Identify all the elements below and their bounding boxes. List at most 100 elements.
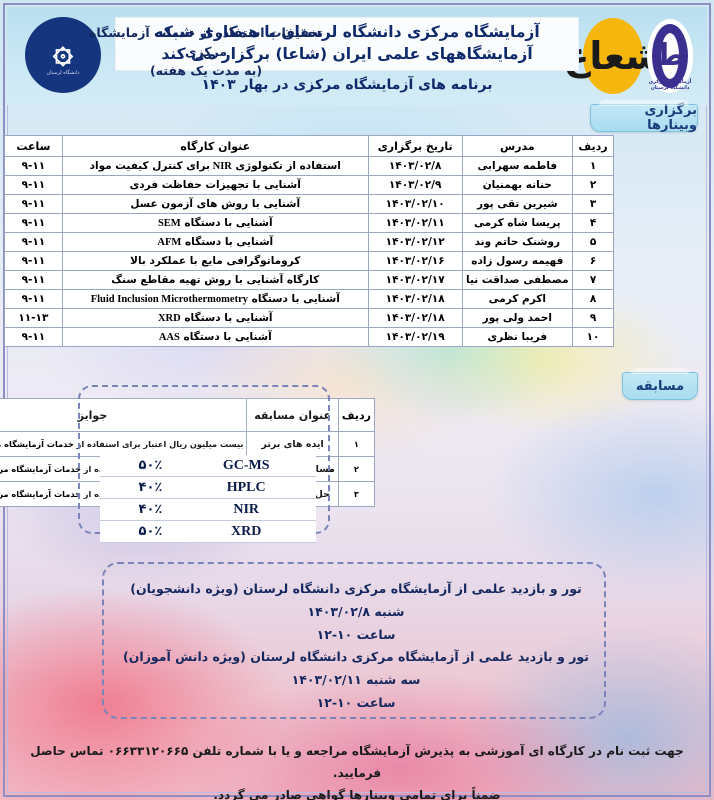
cell-date: ۱۴۰۳/۰۲/۱۸ [367, 308, 463, 328]
cell-discount-percent: ۵۰٪ [100, 520, 177, 543]
cell-workshop-title: آشنایی با دستگاه Fluid Inclusion Microth… [61, 289, 369, 309]
cell-row-number: ۱ [572, 156, 614, 176]
cell-time: ۹-۱۱ [4, 194, 63, 214]
col-contest-title: عنوان مسابقه [246, 398, 339, 432]
cell-date: ۱۴۰۳/۰۲/۱۷ [367, 270, 463, 290]
cell-discount-percent: ۴۰٪ [100, 498, 177, 521]
cell-date: ۱۴۰۳/۰۲/۱۲ [367, 232, 463, 252]
table-row: ۱ ایده های برتر بیست میلیون ریال اعتبار بر… [0, 431, 376, 457]
cell-instructor: شیرین تقی پور [461, 194, 574, 214]
tour-line: ساعت ۱۰-۱۲ [316, 694, 396, 710]
cell-workshop-title: آشنایی با دستگاه XRD [61, 308, 369, 328]
cell-time: ۹-۱۱ [4, 175, 63, 195]
cell-workshop-title: آشنایی با دستگاه SEM [61, 213, 369, 233]
table-row: ۳ شیرین تقی پور ۱۴۰۳/۰۲/۱۰ آشنایی با روش ها… [4, 194, 614, 214]
cell-instructor: احمد ولی پور [461, 308, 574, 328]
cell-row-number: ۶ [572, 251, 614, 271]
cell-device-name: XRD [176, 520, 316, 543]
cell-time: ۹-۱۱ [4, 327, 63, 347]
discounts-title-line-1: تخفیفات استفاده از خدمات آزمایشگاه مرکزی [89, 25, 323, 59]
cell-row-number: ۵ [572, 232, 614, 252]
discount-row: NIR ۴۰٪ [100, 498, 316, 521]
title-line-2: آزمایشگاههای علمی ایران (شاعا) برگزار می… [161, 45, 533, 64]
discounts-title-line-2: (به مدت یک هفته) [149, 62, 263, 78]
discount-row: HPLC ۴۰٪ [100, 476, 316, 499]
cell-row-number: ۸ [572, 289, 614, 309]
footer-line-1: جهت ثبت نام در کارگاه ای آموزشی به پذیرش… [30, 744, 684, 781]
cell-prize: بیست میلیون ریال اعتبار برای استفاده از … [0, 431, 248, 457]
cell-row-number: ۱ [337, 431, 376, 457]
university-emblem-glyph: ۞ [53, 31, 73, 71]
footer-line-2: ضمناً برای تمامی وبینارها گواهی صادر می … [213, 788, 501, 800]
tour-line: ساعت ۱۰-۱۲ [316, 626, 396, 642]
cell-instructor: فاطمه سهرابی [461, 156, 574, 176]
cell-time: ۹-۱۱ [4, 289, 63, 309]
cell-row-number: ۲ [337, 456, 376, 482]
page-title: آزمایشگاه مرکزی دانشگاه لرستان با همکاری… [115, 17, 579, 71]
cell-row-number: ۷ [572, 270, 614, 290]
page-subtitle: برنامه های آزمایشگاه مرکزی در بهار ۱۴۰۳ [201, 76, 493, 93]
discount-row: XRD ۵۰٪ [100, 520, 316, 543]
cell-time: ۱۱-۱۳ [4, 308, 63, 328]
cell-instructor: حنانه بهمنیان [461, 175, 574, 195]
cell-time: ۹-۱۱ [4, 213, 63, 233]
cell-workshop-title: استفاده از تکنولوژی NIR برای کنترل کیفیت… [61, 156, 369, 176]
col-workshop-title: عنوان کارگاه [61, 135, 369, 157]
lorestan-university-logo-icon: ۞ دانشگاه لرستان [25, 17, 101, 93]
cell-date: ۱۴۰۳/۰۲/۱۰ [367, 194, 463, 214]
table-row: ۸ اکرم کرمی ۱۴۰۳/۰۲/۱۸ آشنایی با دستگاه Flu… [4, 289, 614, 309]
shaa-network-logo-icon: شعاع [563, 18, 663, 94]
discounts-title: تخفیفات استفاده از خدمات آزمایشگاه مرکزی… [82, 24, 330, 80]
cell-row-number: ۹ [572, 308, 614, 328]
footer-note: جهت ثبت نام در کارگاه ای آموزشی به پذیرش… [20, 740, 694, 800]
cell-instructor: مصطفی صداقت نیا [461, 270, 574, 290]
discounts-table: GC-MS ۵۰٪ HPLC ۴۰٪ NIR ۴۰٪ XRD ۵۰٪ [100, 455, 316, 543]
cell-discount-percent: ۵۰٪ [100, 455, 177, 477]
title-line-1: آزمایشگاه مرکزی دانشگاه لرستان با همکاری… [154, 23, 540, 41]
table-row: ۴ پریسا شاه کرمی ۱۴۰۳/۰۲/۱۱ آشنایی با دستگا… [4, 213, 614, 233]
cell-workshop-title: آشنایی با دستگاه AAS [61, 327, 369, 347]
cell-time: ۹-۱۱ [4, 232, 63, 252]
cell-instructor: فریبا نظری [461, 327, 574, 347]
cell-workshop-title: آشنایی با دستگاه AFM [61, 232, 369, 252]
tour-line: شنبه ۱۴۰۳/۰۲/۸ [307, 603, 405, 619]
table-row: ۲ حنانه بهمنیان ۱۴۰۳/۰۲/۹ آشنایی با تجهیزات… [4, 175, 614, 195]
cell-date: ۱۴۰۳/۰۲/۹ [367, 175, 463, 195]
cell-row-number: ۳ [337, 481, 376, 507]
table-row: ۹ احمد ولی پور ۱۴۰۳/۰۲/۱۸ آشنایی با دستگاه … [4, 308, 614, 328]
table-row: ۶ فهیمه رسول زاده ۱۴۰۳/۰۲/۱۶ کروماتوگرافی م… [4, 251, 614, 271]
logo-ring-shape [652, 24, 688, 88]
tour-line: سه شنبه ۱۴۰۳/۰۲/۱۱ [291, 672, 421, 687]
col-date: تاریخ برگزاری [367, 135, 463, 157]
cell-row-number: ۳ [572, 194, 614, 214]
central-lab-logo-icon: ط آزمایشگاه مرکزی دانشگاه لرستان [647, 19, 693, 93]
col-time: ساعت [4, 135, 63, 157]
col-row-number: ردیف [572, 135, 614, 157]
cell-workshop-title: کروماتوگرافی مایع با عملکرد بالا [61, 251, 369, 271]
tour-dashed-border [102, 562, 606, 719]
cell-device-name: HPLC [176, 476, 316, 499]
header-title-block: آزمایشگاه مرکزی دانشگاه لرستان با همکاری… [115, 17, 579, 93]
section-tab-contest: مسابقه [622, 368, 698, 400]
cell-workshop-title: آشنایی با تجهیزات حفاظت فردی [61, 175, 369, 195]
col-row-number: ردیف [337, 398, 376, 432]
cell-instructor: پریسا شاه کرمی [461, 213, 574, 233]
table-row: ۱ فاطمه سهرابی ۱۴۰۳/۰۲/۸ استفاده از تکنولوژ… [4, 156, 614, 176]
tour-line: تور و بازدید علمی از آزمایشگاه مرکزی دان… [123, 649, 589, 665]
cell-instructor: اکرم کرمی [461, 289, 574, 309]
cell-row-number: ۲ [572, 175, 614, 195]
university-logo-caption: دانشگاه لرستان [46, 70, 80, 76]
cell-device-name: NIR [176, 498, 316, 521]
cell-date: ۱۴۰۳/۰۲/۸ [367, 156, 463, 176]
cell-time: ۹-۱۱ [4, 156, 63, 176]
col-instructor: مدرس [461, 135, 574, 157]
flask-icon: ط [654, 38, 686, 73]
central-lab-logo-group: ط آزمایشگاه مرکزی دانشگاه لرستان شعاع [563, 15, 693, 97]
cell-row-number: ۱۰ [572, 327, 614, 347]
cell-time: ۹-۱۱ [4, 270, 63, 290]
cell-discount-percent: ۴۰٪ [100, 476, 177, 499]
cell-instructor: روشنک حاتم وند [461, 232, 574, 252]
shaa-logo-glyph: شعاع [563, 34, 663, 78]
cell-date: ۱۴۰۳/۰۲/۱۹ [367, 327, 463, 347]
cell-date: ۱۴۰۳/۰۲/۱۶ [367, 251, 463, 271]
